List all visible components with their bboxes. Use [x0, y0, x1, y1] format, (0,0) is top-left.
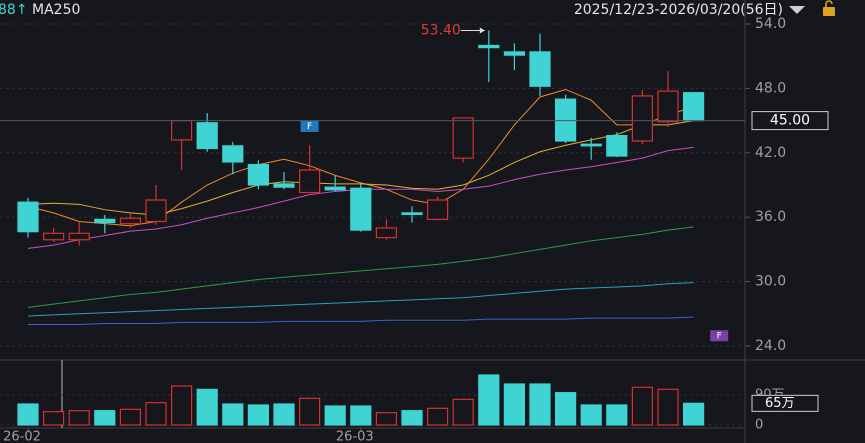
candle-body [503, 51, 525, 56]
last-price-label: 45.00 [770, 113, 810, 129]
y-tick-label: 54.0 [755, 16, 786, 32]
candle-body [68, 232, 90, 241]
candle-body [427, 199, 449, 220]
volume-bar [68, 410, 90, 426]
volume-bar [222, 403, 244, 426]
volume-bar [580, 404, 602, 426]
volume-bar [478, 374, 500, 426]
dropdown-arrow[interactable] [789, 6, 805, 14]
candle-body [350, 187, 372, 231]
volume-bar [682, 402, 705, 426]
y-tick-label: 36.0 [755, 209, 786, 225]
volume-bar [529, 383, 551, 426]
volume-bar [452, 398, 474, 426]
volume-bar [657, 388, 679, 426]
event-marker-label: F [717, 331, 722, 341]
volume-bar [247, 404, 269, 426]
x-tick-label: 26-03 [336, 430, 374, 443]
volume-bar [401, 410, 423, 426]
header-ma: MA250 [32, 2, 80, 18]
candle-body [171, 119, 193, 141]
candle-body [17, 201, 39, 233]
volume-bar [119, 408, 142, 426]
candle-body [196, 122, 218, 150]
y-tick-label: 30.0 [755, 274, 786, 290]
candle-body [631, 95, 654, 142]
event-marker [710, 330, 729, 342]
volume-bar [145, 402, 167, 426]
candle-body [94, 218, 116, 224]
ma-line [27, 88, 694, 227]
volume-bar [606, 404, 628, 426]
volume-last-label: 65万 [765, 396, 795, 411]
candle-body [273, 183, 295, 188]
last-price-box [751, 111, 829, 131]
volume-bar [273, 403, 295, 426]
annotation-label: 53.40 [421, 22, 461, 38]
volume-bar [17, 403, 39, 426]
ma-line [28, 316, 694, 326]
volume-bar [171, 385, 193, 426]
candle-body [222, 145, 244, 163]
volume-bar [503, 383, 525, 426]
candle-body [682, 92, 705, 122]
ma-line [27, 282, 694, 317]
candle-body [478, 44, 500, 49]
y-tick-label: 24.0 [755, 338, 786, 354]
candle-body [247, 164, 269, 186]
candle-body [119, 217, 142, 225]
volume-bar [42, 411, 65, 426]
candle-body [606, 135, 628, 157]
volume-bar [324, 405, 346, 426]
candle-body [375, 227, 397, 239]
y-tick-label: 42.0 [755, 145, 786, 161]
ma-line [27, 226, 694, 308]
x-tick-label: 26-02 [3, 430, 41, 443]
event-marker-label: F [307, 122, 312, 132]
candle-body [145, 199, 167, 223]
volume-last-box [751, 394, 819, 412]
candle-body [554, 98, 577, 142]
volume-bar [631, 386, 654, 426]
candle-body [529, 51, 551, 87]
candle-body [401, 212, 423, 216]
volume-bar [350, 405, 372, 426]
annotation-arrowhead [479, 27, 485, 34]
y-tick-label: 48.0 [755, 80, 786, 96]
volume-tick-label: 0 [755, 418, 763, 433]
candle-body [299, 169, 321, 194]
header-indicator: 88↑ [0, 2, 28, 18]
volume-bar [299, 397, 321, 426]
candle-body [324, 186, 346, 191]
candle-body [657, 90, 679, 123]
candle-body [42, 232, 65, 241]
candle-body [580, 143, 602, 147]
event-marker [300, 120, 319, 132]
volume-bar [196, 388, 218, 426]
volume-bar [554, 392, 577, 426]
candle-body [452, 117, 474, 159]
volume-bar [375, 412, 397, 426]
date-range[interactable]: 2025/12/23-2026/03/20(56日) [574, 2, 783, 18]
volume-bar [94, 410, 116, 426]
volume-bar [427, 407, 449, 426]
lock-icon[interactable] [823, 0, 835, 16]
